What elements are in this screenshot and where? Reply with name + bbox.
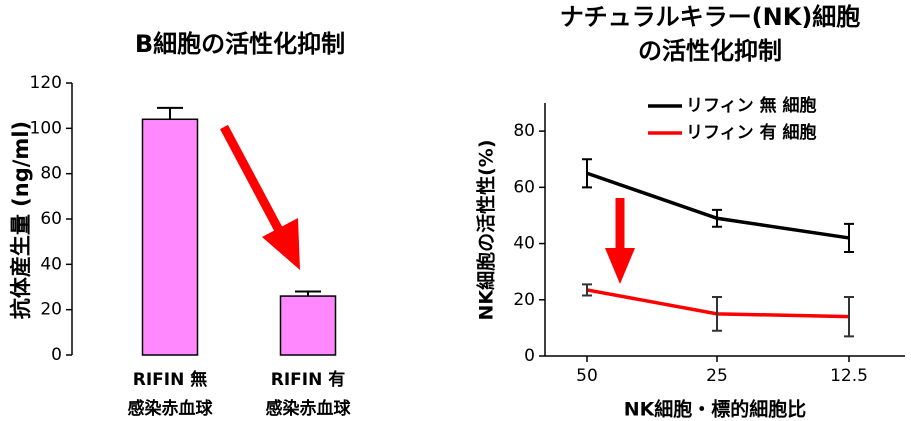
x-tick-label: 12.5 — [830, 366, 868, 386]
y-axis-label: 抗体産生量 (ng/ml) — [9, 121, 33, 319]
error-bar — [712, 295, 722, 332]
x-tick-label: 25 — [706, 366, 728, 386]
y-tick-label: 80 — [513, 121, 535, 141]
x-tick-label: 感染赤血球 — [128, 398, 214, 419]
y-tick-label: 0 — [51, 345, 62, 365]
chart-title: の活性化抑制 — [638, 37, 782, 65]
arrow — [220, 124, 300, 270]
error-bar — [582, 283, 592, 297]
y-tick-label: 80 — [40, 164, 62, 184]
x-tick-label: 感染赤血球 — [266, 398, 352, 419]
y-tick-label: 40 — [40, 254, 62, 274]
x-axis-label: NK細胞・標的細胞比 — [624, 398, 807, 421]
legend-label: リフィン 有 細胞 — [686, 122, 817, 143]
error-bar — [844, 222, 854, 253]
line — [586, 171, 850, 240]
y-tick-label: 100 — [30, 118, 62, 138]
error-bar — [712, 208, 722, 228]
y-tick-label: 40 — [513, 234, 535, 254]
bar — [279, 295, 337, 356]
y-tick-label: 60 — [513, 177, 535, 197]
x-tick-label: RIFIN 有 — [271, 369, 346, 390]
arrow — [605, 198, 635, 284]
chart-title: ナチュラルキラー(NK)細胞 — [560, 3, 861, 31]
y-tick-label: 60 — [40, 209, 62, 229]
error-bar — [844, 295, 854, 338]
chart-title: B細胞の活性化抑制 — [135, 30, 345, 58]
x-tick-label: RIFIN 無 — [133, 369, 208, 390]
error-bar — [582, 158, 592, 189]
x-tick-label: 50 — [576, 366, 598, 386]
y-tick-label: 0 — [524, 346, 535, 366]
y-tick-label: 20 — [513, 290, 535, 310]
legend-label: リフィン 無 細胞 — [686, 95, 817, 116]
y-tick-label: 120 — [30, 73, 62, 93]
y-tick-label: 20 — [40, 300, 62, 320]
bar — [141, 118, 199, 356]
y-axis-label: NK細胞の活性性(%) — [475, 139, 498, 320]
